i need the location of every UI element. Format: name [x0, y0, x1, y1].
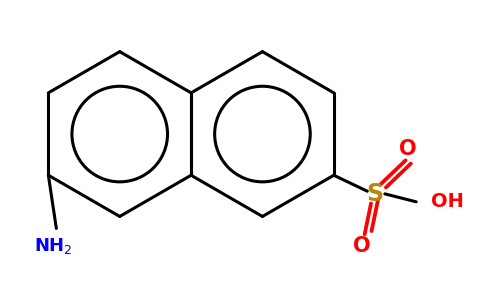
Text: O: O — [399, 139, 417, 159]
Text: S: S — [367, 182, 384, 206]
Text: O: O — [353, 236, 371, 256]
Text: OH: OH — [431, 192, 464, 211]
Text: NH$_2$: NH$_2$ — [34, 236, 73, 256]
